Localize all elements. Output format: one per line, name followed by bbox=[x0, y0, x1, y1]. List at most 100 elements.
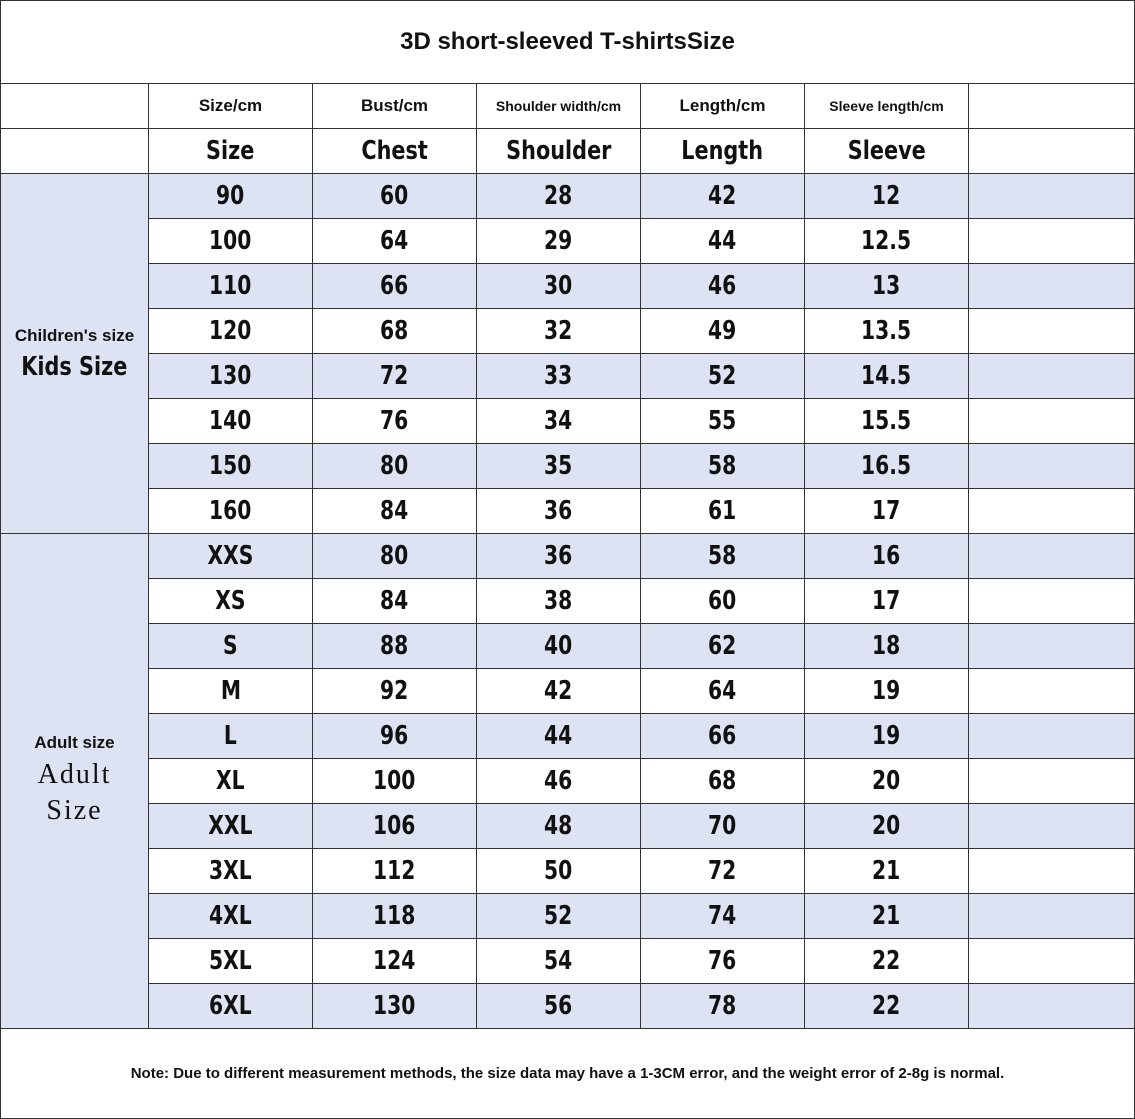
table-cell: 20 bbox=[805, 804, 969, 849]
cell-value: XXS bbox=[207, 541, 254, 571]
cell-value: 13 bbox=[872, 271, 901, 301]
cell-value: 44 bbox=[544, 721, 573, 751]
cell-value: 76 bbox=[380, 406, 409, 436]
cell-value: XS bbox=[215, 586, 246, 616]
header-text: Chest bbox=[361, 136, 428, 166]
header-text: Shoulder width/cm bbox=[495, 98, 622, 114]
cell-value: 20 bbox=[872, 811, 901, 841]
cell-value: 60 bbox=[380, 181, 409, 211]
cell-value: S bbox=[223, 631, 238, 661]
table-cell: 38 bbox=[477, 579, 641, 624]
table-cell: 76 bbox=[313, 399, 477, 444]
table-cell: 150 bbox=[149, 444, 313, 489]
cell-value: 140 bbox=[209, 406, 252, 436]
table-cell: 58 bbox=[641, 444, 805, 489]
blank-cell bbox=[969, 489, 1135, 534]
cell-value: M bbox=[220, 676, 241, 706]
blank-cell bbox=[969, 174, 1135, 219]
cell-value: 20 bbox=[872, 766, 901, 796]
header-cell: Shoulder width/cm bbox=[477, 84, 641, 129]
cell-value: 68 bbox=[708, 766, 737, 796]
blank-cell bbox=[969, 309, 1135, 354]
table-cell: 112 bbox=[313, 849, 477, 894]
table-cell: 92 bbox=[313, 669, 477, 714]
table-cell: 84 bbox=[313, 489, 477, 534]
cell-value: 100 bbox=[373, 766, 416, 796]
table-cell: 64 bbox=[641, 669, 805, 714]
table-cell: 100 bbox=[149, 219, 313, 264]
cell-value: 49 bbox=[708, 316, 737, 346]
table-cell: 106 bbox=[313, 804, 477, 849]
table-cell: 14.5 bbox=[805, 354, 969, 399]
blank-cell bbox=[969, 444, 1135, 489]
table-cell: 20 bbox=[805, 759, 969, 804]
table-cell: S bbox=[149, 624, 313, 669]
table-cell: 36 bbox=[477, 489, 641, 534]
cell-value: 66 bbox=[380, 271, 409, 301]
cell-value: 42 bbox=[708, 181, 737, 211]
table-cell: 36 bbox=[477, 534, 641, 579]
cell-value: 21 bbox=[872, 901, 901, 931]
header-cell: Sleeve length/cm bbox=[805, 84, 969, 129]
table-cell: 13 bbox=[805, 264, 969, 309]
cell-value: 32 bbox=[544, 316, 573, 346]
cell-value: 80 bbox=[380, 541, 409, 571]
table-cell: 4XL bbox=[149, 894, 313, 939]
table-cell: 74 bbox=[641, 894, 805, 939]
header-text: Length/cm bbox=[679, 96, 766, 115]
cell-value: 21 bbox=[872, 856, 901, 886]
table-cell: 140 bbox=[149, 399, 313, 444]
table-cell: 16.5 bbox=[805, 444, 969, 489]
table-cell: 68 bbox=[641, 759, 805, 804]
table-cell: 58 bbox=[641, 534, 805, 579]
group-title: Adult size bbox=[34, 733, 115, 752]
header-cell: Bust/cm bbox=[313, 84, 477, 129]
cell-value: XL bbox=[216, 766, 245, 796]
table-cell: XXL bbox=[149, 804, 313, 849]
header-text: Size/cm bbox=[198, 96, 263, 115]
cell-value: 58 bbox=[708, 451, 737, 481]
table-cell: 68 bbox=[313, 309, 477, 354]
table-cell: 118 bbox=[313, 894, 477, 939]
cell-value: 17 bbox=[872, 496, 901, 526]
table-cell: 13.5 bbox=[805, 309, 969, 354]
blank-cell bbox=[969, 264, 1135, 309]
header-text: Sleeve bbox=[847, 136, 926, 166]
cell-value: 5XL bbox=[209, 946, 252, 976]
cell-value: 68 bbox=[380, 316, 409, 346]
table-cell: 80 bbox=[313, 444, 477, 489]
cell-value: 50 bbox=[544, 856, 573, 886]
cell-value: 92 bbox=[380, 676, 409, 706]
cell-value: 100 bbox=[209, 226, 252, 256]
note: Note: Due to different measurement metho… bbox=[0, 1029, 1135, 1119]
table-cell: 130 bbox=[313, 984, 477, 1029]
table-cell: 48 bbox=[477, 804, 641, 849]
cell-value: 62 bbox=[708, 631, 737, 661]
cell-value: 22 bbox=[872, 946, 901, 976]
cell-value: 130 bbox=[209, 361, 252, 391]
cell-value: 36 bbox=[544, 541, 573, 571]
cell-value: 106 bbox=[373, 811, 416, 841]
blank-cell bbox=[969, 714, 1135, 759]
header-text: Size bbox=[206, 136, 255, 166]
header-blank bbox=[0, 84, 149, 129]
table-cell: 56 bbox=[477, 984, 641, 1029]
cell-value: 58 bbox=[708, 541, 737, 571]
title: 3D short-sleeved T-shirtsSize bbox=[0, 0, 1135, 84]
blank-cell bbox=[969, 849, 1135, 894]
table-cell: 22 bbox=[805, 939, 969, 984]
cell-value: 28 bbox=[544, 181, 573, 211]
blank-cell bbox=[969, 354, 1135, 399]
cell-value: 46 bbox=[708, 271, 737, 301]
header-text: Shoulder bbox=[505, 136, 612, 166]
table-cell: 124 bbox=[313, 939, 477, 984]
group-subtitle: Kids Size bbox=[21, 351, 128, 382]
cell-value: 19 bbox=[872, 721, 901, 751]
table-cell: XS bbox=[149, 579, 313, 624]
table-cell: 34 bbox=[477, 399, 641, 444]
table-cell: 46 bbox=[641, 264, 805, 309]
cell-value: 33 bbox=[544, 361, 573, 391]
table-cell: 33 bbox=[477, 354, 641, 399]
table-cell: 54 bbox=[477, 939, 641, 984]
table-cell: 17 bbox=[805, 579, 969, 624]
